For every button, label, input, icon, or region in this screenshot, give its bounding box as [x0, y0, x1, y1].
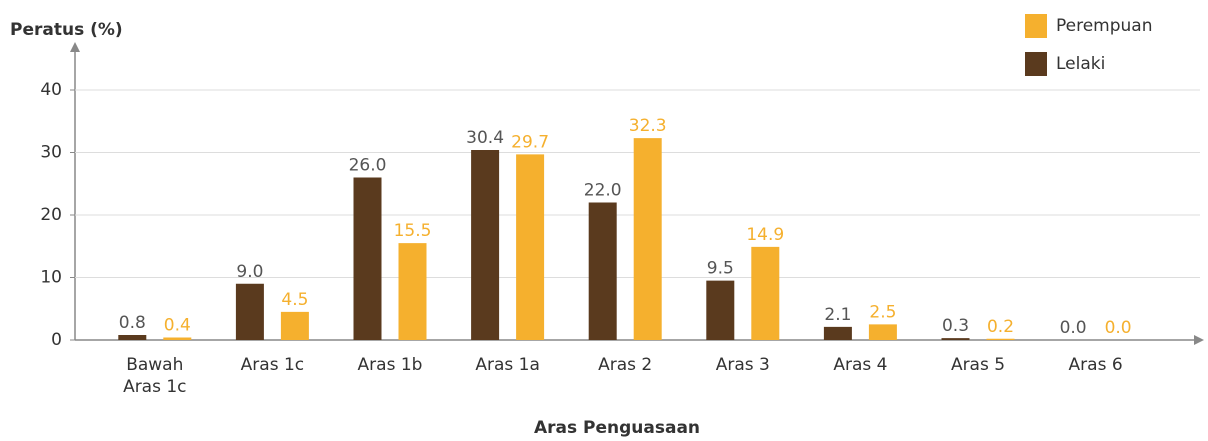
value-label: 0.3: [942, 316, 969, 336]
legend-label: Perempuan: [1056, 16, 1153, 36]
x-tick-label: Aras 5: [950, 355, 1006, 375]
value-label: 29.7: [511, 132, 549, 152]
x-axis-title: Aras Penguasaan: [534, 418, 700, 438]
value-label: 15.5: [394, 221, 432, 241]
legend-label: Lelaki: [1056, 54, 1105, 74]
value-label: 26.0: [349, 156, 387, 176]
value-label: 0.0: [1105, 318, 1132, 338]
x-tick-label: Bawah Aras 1c: [123, 355, 187, 397]
value-label: 4.5: [281, 290, 308, 310]
legend-swatch: [1025, 14, 1047, 38]
value-label: 0.4: [164, 316, 191, 336]
legend-swatch: [1025, 52, 1047, 76]
bar: [823, 326, 852, 340]
bar: [868, 324, 897, 340]
value-label: 14.9: [746, 225, 784, 245]
x-tick-label: Aras 1a: [475, 355, 540, 375]
value-label: 32.3: [629, 116, 667, 136]
y-axis-title: Peratus (%): [10, 20, 123, 40]
x-tick-label: Aras 1c: [240, 355, 305, 375]
value-label: 0.8: [119, 313, 146, 333]
value-label: 9.5: [707, 259, 734, 279]
value-label: 30.4: [466, 128, 504, 148]
x-tick-label: Aras 2: [598, 355, 653, 375]
x-tick-label: Aras 4: [833, 355, 888, 375]
bar: [398, 243, 427, 340]
x-tick-label: Aras 3: [715, 355, 770, 375]
value-label: 0.0: [1060, 318, 1087, 338]
x-axis-arrow: [1194, 335, 1204, 345]
bar: [471, 150, 500, 340]
value-label: 2.1: [824, 305, 851, 325]
y-axis-arrow: [70, 42, 80, 52]
value-label: 2.5: [869, 302, 896, 322]
bar: [706, 280, 735, 340]
y-tick-label: 0: [51, 330, 62, 350]
x-tick-label: Aras 6: [1068, 355, 1123, 375]
y-tick-label: 40: [40, 80, 62, 100]
bar: [588, 202, 617, 340]
y-tick-label: 30: [40, 143, 62, 163]
value-label: 9.0: [236, 262, 263, 282]
bar: [941, 338, 970, 340]
bar: [633, 138, 662, 340]
value-label: 22.0: [584, 181, 622, 201]
bar: [118, 335, 147, 340]
bar: [516, 154, 545, 340]
bar: [235, 283, 264, 340]
value-label: 0.2: [987, 317, 1014, 337]
y-tick-label: 10: [40, 268, 62, 288]
bar: [751, 246, 780, 340]
bar: [163, 337, 192, 340]
bar: [353, 177, 382, 340]
bar: [280, 311, 309, 340]
x-tick-label: Aras 1b: [357, 355, 423, 375]
y-tick-label: 20: [40, 205, 62, 225]
bar: [986, 338, 1015, 340]
